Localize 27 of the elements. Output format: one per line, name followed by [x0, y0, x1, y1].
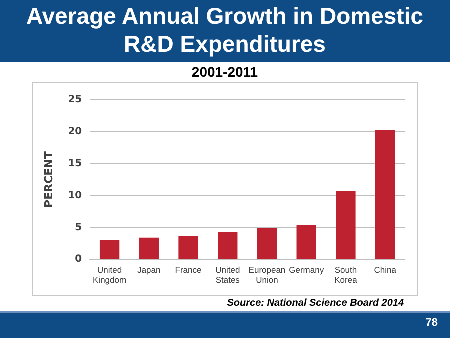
- x-tick-label: Japan: [138, 265, 162, 276]
- x-tick-label: United States: [216, 265, 240, 286]
- x-tick-label: Germany: [289, 265, 325, 276]
- text: 78: [426, 317, 438, 329]
- x-tick-label: China: [374, 265, 397, 276]
- chart-subtitle: 2001-2011: [190, 64, 260, 80]
- x-tick-label: South Korea: [334, 265, 358, 286]
- bar: [257, 228, 278, 260]
- y-tick-label: 25: [68, 94, 82, 106]
- y-tick-label: 0: [75, 254, 82, 266]
- y-axis-title: PERCENT: [42, 151, 56, 208]
- source-note: Source: National Science Board 2014: [227, 298, 404, 309]
- y-tick-label: 20: [68, 126, 82, 138]
- x-tick-label: France: [175, 265, 202, 276]
- chart-title: Average Annual Growth in Domestic R&D Expenditures: [25, 2, 425, 58]
- bar: [296, 225, 316, 260]
- x-tick-label: United Kingdom: [93, 265, 127, 286]
- bar: [336, 191, 356, 260]
- bar: [100, 240, 120, 260]
- x-tick-label: European Union: [248, 265, 286, 286]
- bar: [218, 232, 238, 260]
- y-tick-label: 5: [75, 222, 82, 234]
- bar: [375, 130, 396, 260]
- y-tick-label: 10: [68, 190, 82, 202]
- y-tick-label: 15: [68, 158, 82, 170]
- bar: [139, 238, 159, 260]
- bar: [178, 236, 198, 260]
